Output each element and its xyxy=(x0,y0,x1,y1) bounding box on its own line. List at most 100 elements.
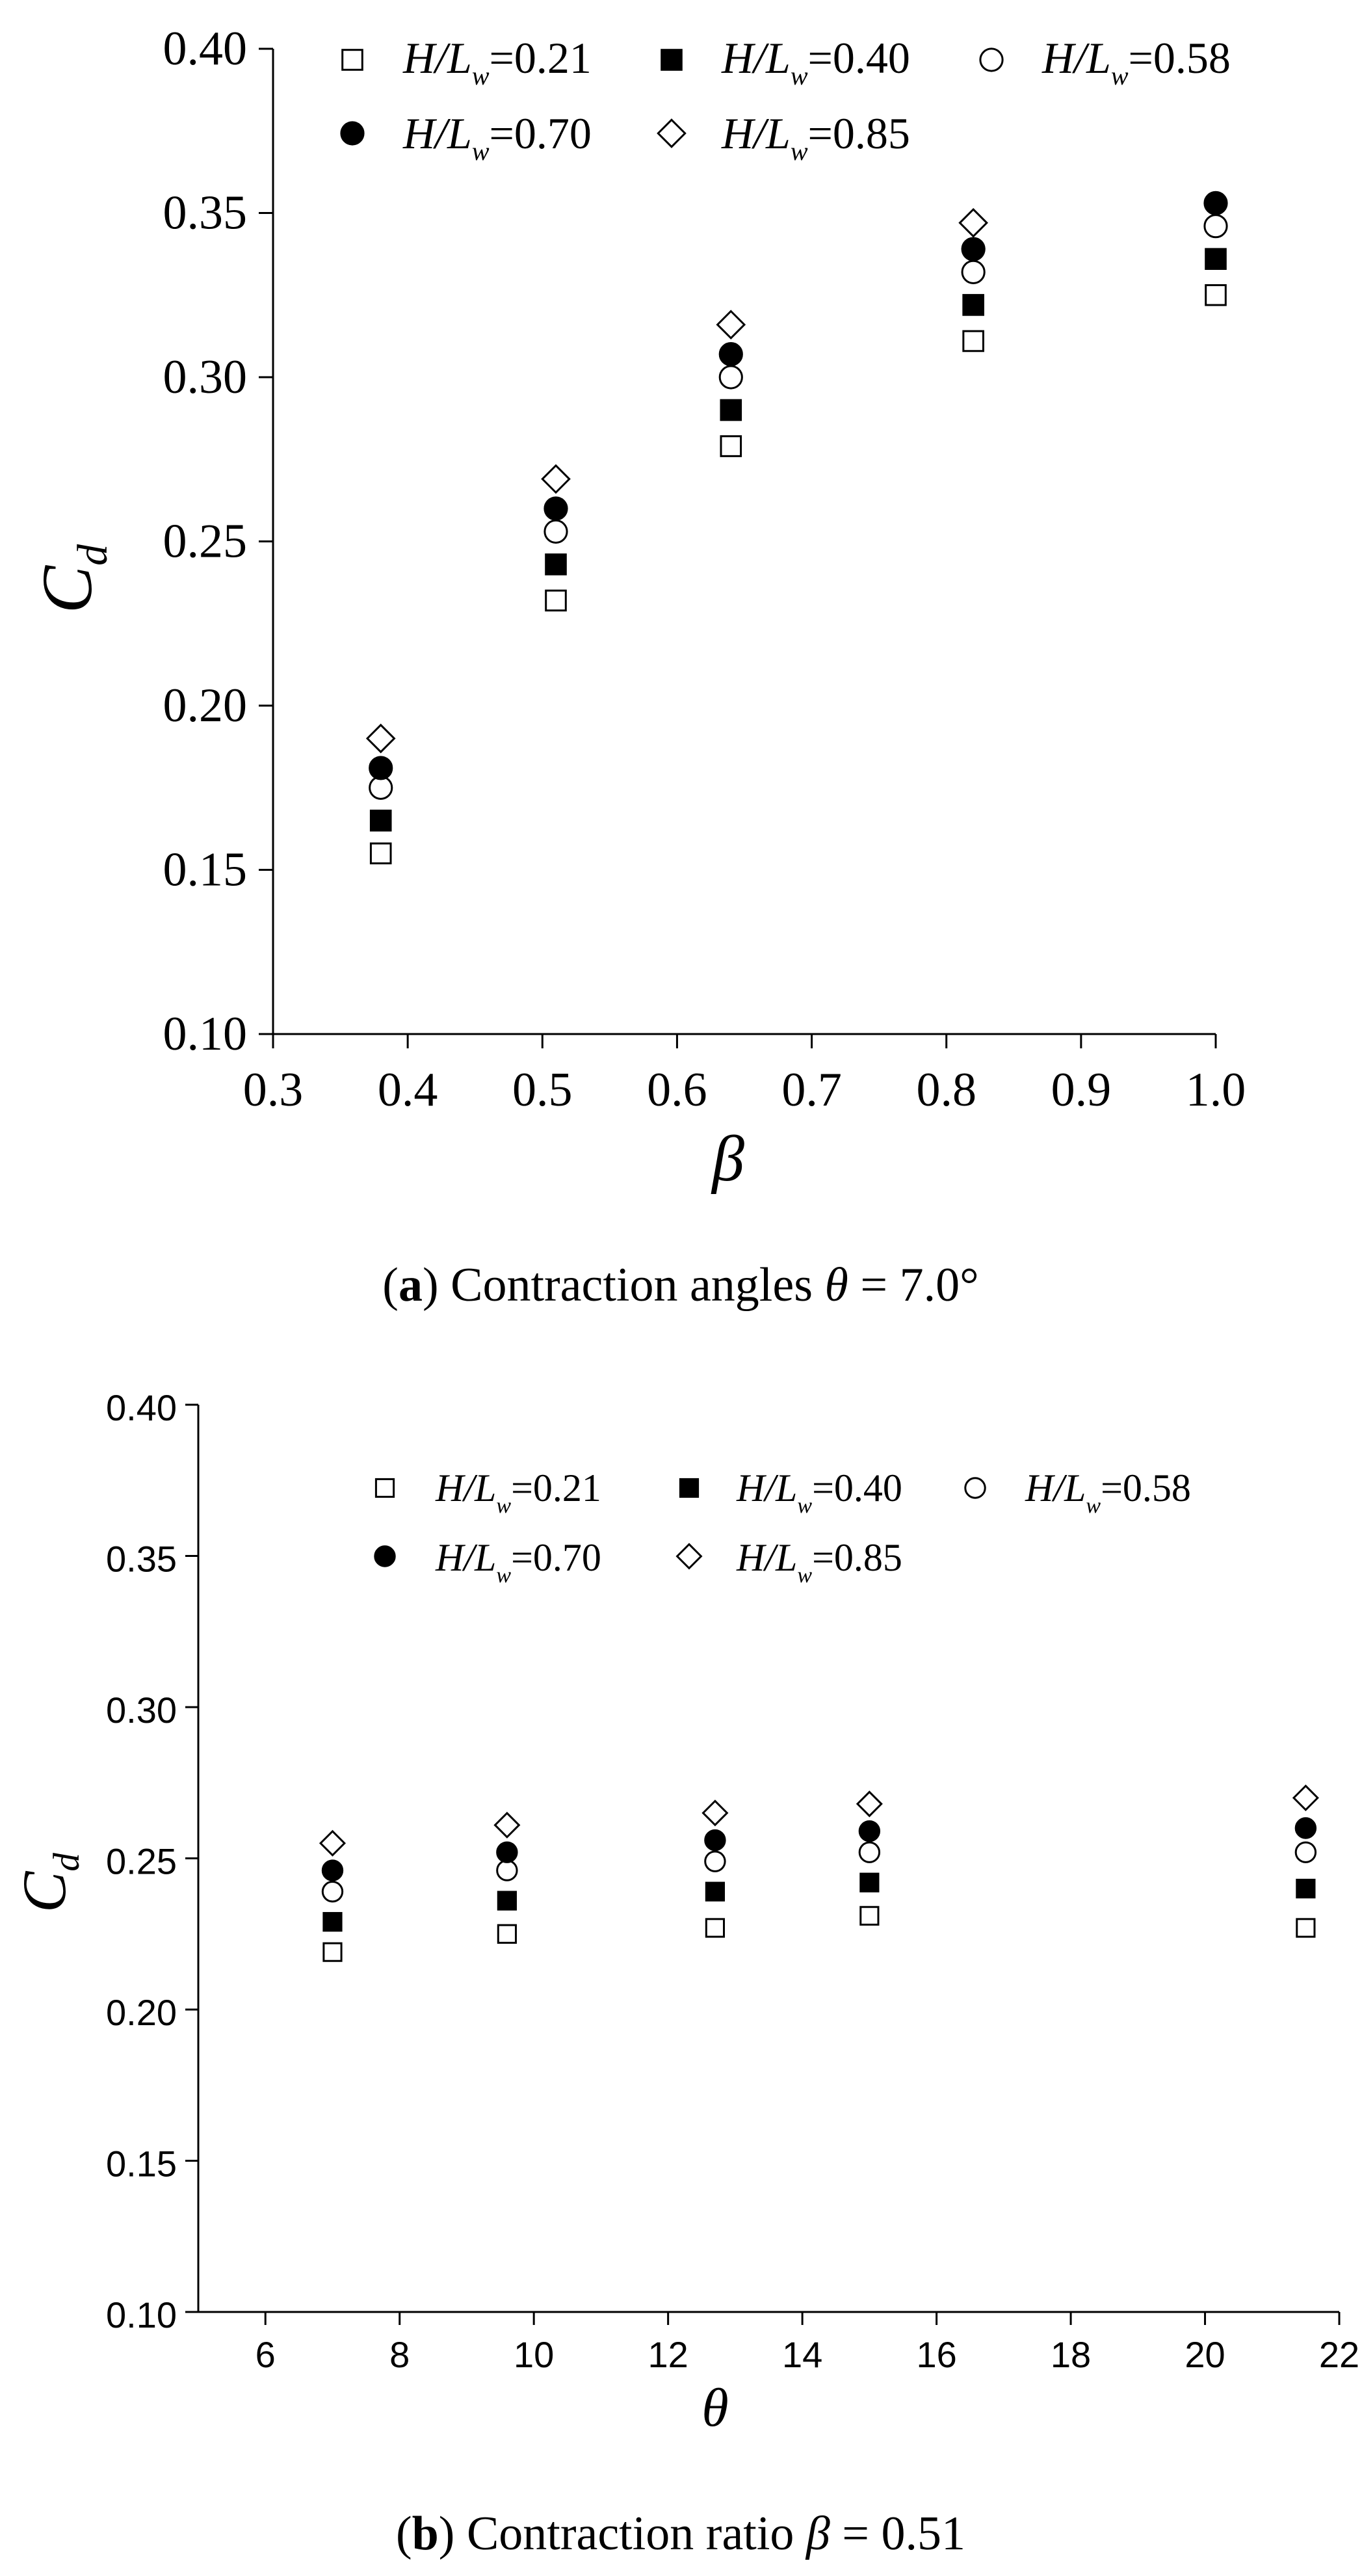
legend-label-value: =0.85 xyxy=(812,1536,902,1579)
x-tick-label: 0.5 xyxy=(512,1063,573,1117)
data-point-circle-open xyxy=(718,365,743,390)
data-point-square-filled xyxy=(720,399,742,421)
data-point-circle-filled xyxy=(543,496,568,521)
data-point-square-filled xyxy=(859,1872,880,1892)
data-point-square-filled xyxy=(705,1881,726,1902)
y-tick-label: 0.30 xyxy=(163,351,248,404)
data-point-square-open xyxy=(859,1905,880,1926)
data-point-diamond-open xyxy=(716,310,746,340)
legend-label-main: H/L xyxy=(1041,33,1111,83)
y-tick-label: 0.40 xyxy=(163,22,248,75)
data-point-circle-filled xyxy=(858,1820,881,1842)
data-point-square-open xyxy=(1296,1918,1316,1938)
data-point-circle-open xyxy=(321,1880,344,1903)
legend-label-value: =0.21 xyxy=(511,1467,601,1509)
data-point-circle-open xyxy=(704,1850,726,1872)
legend-label-sub: w xyxy=(797,1563,812,1587)
legend-label-main: H/L xyxy=(721,33,791,83)
caption-value: = 0.51 xyxy=(830,2507,965,2560)
data-point-circle-filled xyxy=(1294,1817,1317,1839)
x-tick-label: 12 xyxy=(648,2334,688,2375)
x-tick-label: 20 xyxy=(1185,2334,1225,2375)
legend-label: H/Lw=0.85 xyxy=(736,1536,902,1587)
data-point-square-filled xyxy=(322,1912,343,1932)
legend-label-sub: w xyxy=(791,61,808,90)
y-tick-label: 0.20 xyxy=(106,1992,177,2033)
caption-text: Contraction ratio xyxy=(454,2507,805,2560)
data-point-diamond-open xyxy=(493,1811,521,1839)
y-axis-title: Cd xyxy=(10,1853,87,1913)
data-point-diamond-open xyxy=(856,1790,883,1818)
data-point-square-filled xyxy=(962,294,984,316)
caption-paren-open: ( xyxy=(382,1258,399,1312)
legend-label: H/Lw=0.21 xyxy=(402,33,592,90)
data-point-square-open xyxy=(369,842,392,865)
figure-caption: (b) Contraction ratio β = 0.51 xyxy=(396,2507,965,2560)
x-tick-label: 10 xyxy=(514,2334,554,2375)
y-axis-title-main: C xyxy=(27,564,107,613)
data-point-circle-open xyxy=(543,519,568,544)
y-tick-label: 0.25 xyxy=(163,515,248,568)
legend-label-sub: w xyxy=(496,1494,511,1518)
legend-marker-circle-filled xyxy=(340,121,365,146)
data-point-circle-open xyxy=(496,1859,518,1881)
legend-label-sub: w xyxy=(472,61,490,90)
y-tick-label: 0.10 xyxy=(106,2294,177,2335)
x-tick-label: 6 xyxy=(255,2334,276,2375)
data-point-diamond-open xyxy=(958,207,988,238)
y-tick-label: 0.30 xyxy=(106,1690,177,1731)
data-point-square-open xyxy=(545,589,567,612)
x-tick-label: 0.7 xyxy=(781,1063,842,1117)
legend-marker-circle-open xyxy=(979,47,1004,72)
legend-label: H/Lw=0.58 xyxy=(1025,1467,1191,1518)
x-tick-label: 8 xyxy=(389,2334,410,2375)
data-point-circle-filled xyxy=(369,756,393,780)
caption-text: Contraction angles xyxy=(439,1258,825,1312)
legend-label-value: =0.70 xyxy=(490,109,592,158)
legend-marker-square-open xyxy=(374,1478,395,1498)
x-tick-label: 22 xyxy=(1319,2334,1359,2375)
legend-label-value: =0.40 xyxy=(812,1467,902,1509)
data-point-diamond-open xyxy=(701,1799,729,1827)
legend-label-value: =0.58 xyxy=(1101,1467,1191,1509)
y-tick-label: 0.40 xyxy=(106,1387,177,1428)
legend-marker-square-filled xyxy=(679,1478,700,1498)
x-axis-title: β xyxy=(711,1122,744,1195)
y-tick-label: 0.10 xyxy=(163,1007,248,1061)
data-point-square-open xyxy=(322,1942,343,1962)
legend-label: H/Lw=0.58 xyxy=(1041,33,1231,90)
data-point-circle-filled xyxy=(704,1829,726,1852)
legend-label-sub: w xyxy=(791,137,808,166)
legend-marker-circle-filled xyxy=(374,1545,396,1567)
data-point-square-open xyxy=(705,1918,726,1938)
legend-marker-diamond-open xyxy=(657,118,687,148)
legend-label-main: H/L xyxy=(402,109,472,158)
data-point-circle-open xyxy=(1203,214,1228,239)
legend-label-sub: w xyxy=(472,137,490,166)
data-point-square-filled xyxy=(497,1891,517,1911)
legend-label-sub: w xyxy=(496,1563,511,1587)
data-point-circle-open xyxy=(961,259,986,284)
legend-label: H/Lw=0.70 xyxy=(435,1536,601,1587)
data-point-circle-filled xyxy=(961,237,986,261)
y-axis-title-main: C xyxy=(10,1870,79,1913)
y-tick-label: 0.25 xyxy=(106,1841,177,1882)
x-tick-label: 0.6 xyxy=(647,1063,707,1117)
data-point-circle-filled xyxy=(718,342,743,367)
data-point-square-filled xyxy=(1296,1878,1316,1899)
legend-label-value: =0.85 xyxy=(808,109,910,158)
legend-marker-circle-open xyxy=(964,1477,986,1499)
legend-label-value: =0.70 xyxy=(511,1536,601,1579)
caption-value: = 7.0° xyxy=(848,1258,979,1312)
legend-label-main: H/L xyxy=(736,1536,797,1579)
legend-label-main: H/L xyxy=(435,1536,496,1579)
x-tick-label: 14 xyxy=(782,2334,822,2375)
data-point-square-open xyxy=(1205,284,1227,306)
legend-label-value: =0.40 xyxy=(808,33,910,83)
legend-label-main: H/L xyxy=(736,1467,797,1509)
data-point-circle-filled xyxy=(1203,191,1228,215)
legend-label-main: H/L xyxy=(435,1467,496,1509)
x-tick-label: 18 xyxy=(1051,2334,1091,2375)
legend-label-main: H/L xyxy=(1025,1467,1086,1509)
